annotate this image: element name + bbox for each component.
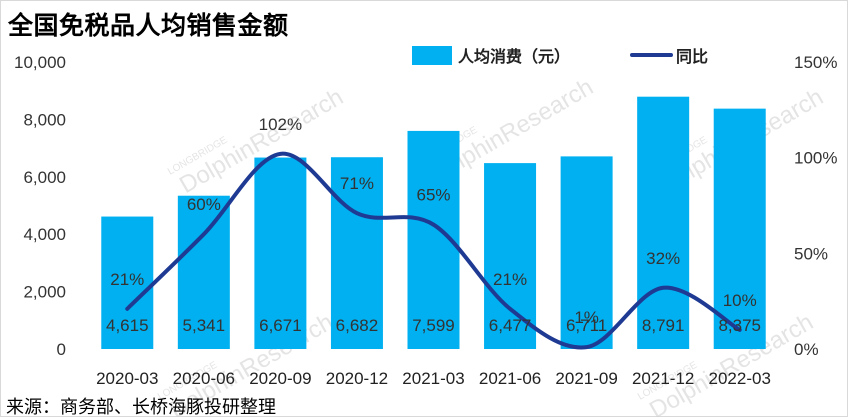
yoy-value-label: 102%	[259, 115, 302, 134]
y-left-tick-label: 4,000	[23, 225, 66, 244]
legend-bar-swatch	[412, 46, 452, 65]
bar-value-label: 8,791	[642, 316, 685, 335]
bar-2021-12	[637, 96, 690, 349]
x-tick-label: 2020-09	[249, 369, 311, 388]
yoy-value-label: 71%	[340, 174, 374, 193]
y-left-tick-label: 2,000	[23, 283, 66, 302]
y-left-tick-label: 8,000	[23, 110, 66, 129]
yoy-value-label: 32%	[646, 249, 680, 268]
y-left-tick-label: 6,000	[23, 168, 66, 187]
y-left-tick-label: 10,000	[14, 53, 66, 72]
y-right-tick-label: 50%	[794, 244, 828, 263]
bar-value-label: 5,341	[183, 316, 226, 335]
bar-2020-09	[254, 157, 307, 349]
yoy-value-label: 10%	[723, 291, 757, 310]
bar-2021-06	[484, 163, 537, 349]
bar-2022-03	[713, 108, 766, 349]
x-tick-label: 2022-03	[709, 369, 771, 388]
x-tick-label: 2021-12	[632, 369, 694, 388]
bar-value-label: 6,711	[566, 316, 607, 335]
bar-value-label: 8,375	[718, 316, 761, 335]
y-left-tick-label: 0	[57, 340, 66, 359]
bar-value-label: 6,477	[489, 316, 532, 335]
yoy-line	[125, 151, 742, 350]
yoy-value-label: 60%	[187, 195, 221, 214]
yoy-value-label: 1%	[574, 308, 599, 327]
chart-title: 全国免税品人均销售金额	[8, 11, 289, 40]
x-tick-label: 2021-06	[479, 369, 541, 388]
source-note: 来源：商务部、长桥海豚投研整理	[6, 397, 276, 418]
bar-value-label: 7,599	[412, 316, 455, 335]
bar-value-label: 6,682	[336, 316, 379, 335]
bar-2020-12	[330, 157, 383, 349]
yoy-value-label: 21%	[110, 270, 144, 289]
yoy-value-label: 65%	[416, 186, 450, 205]
legend-line-label: 同比	[676, 47, 708, 66]
bar-2020-06	[177, 195, 230, 349]
bar-2021-09	[560, 156, 613, 349]
yoy-value-label: 21%	[493, 270, 527, 289]
x-tick-label: 2020-03	[96, 369, 158, 388]
x-tick-label: 2021-03	[402, 369, 464, 388]
legend-bar-label: 人均消费（元）	[458, 47, 570, 66]
y-right-tick-label: 0%	[794, 340, 819, 359]
bar-value-label: 6,671	[259, 316, 302, 335]
bar-value-label: 4,615	[106, 316, 149, 335]
x-tick-label: 2021-09	[555, 369, 617, 388]
x-tick-label: 2020-06	[173, 369, 235, 388]
x-tick-label: 2020-12	[326, 369, 388, 388]
y-right-tick-label: 150%	[794, 53, 837, 72]
y-right-tick-label: 100%	[794, 149, 837, 168]
bar-2020-03	[101, 216, 154, 349]
